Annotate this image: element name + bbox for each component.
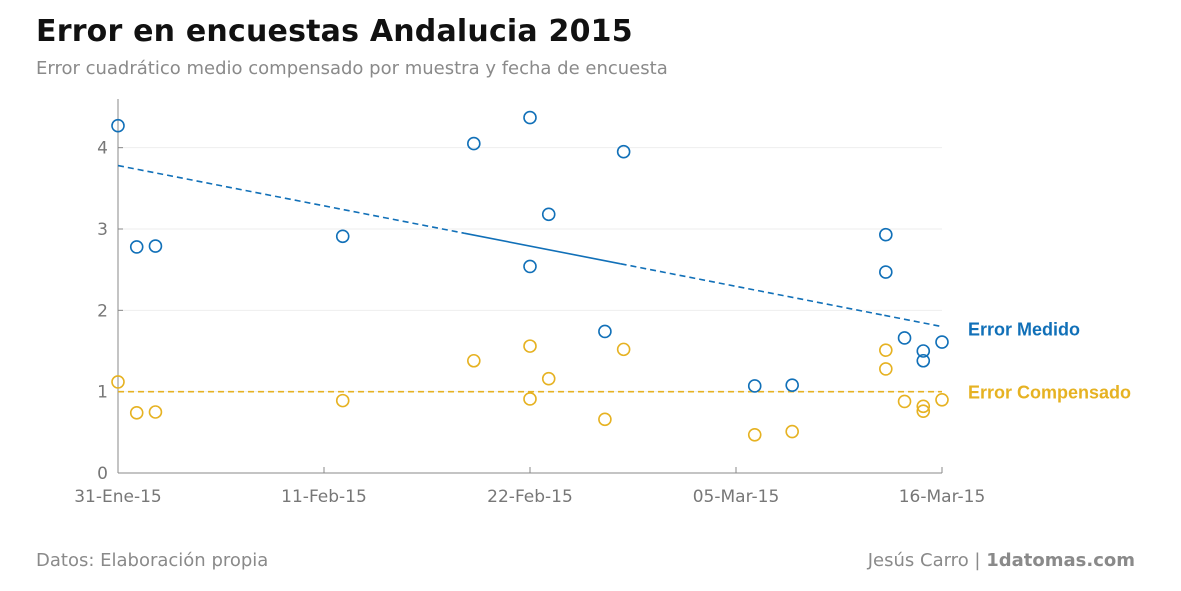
- point-medido-5: [523, 110, 537, 125]
- data-points: [111, 110, 949, 442]
- point-compensado-9: [616, 342, 631, 357]
- point-medido-12: [879, 227, 893, 242]
- series-label-medido: Error Medido: [968, 320, 1080, 340]
- y-tick-label-0: 0: [97, 464, 108, 484]
- x-tick-label-1: 11-Feb-15: [281, 487, 367, 507]
- point-medido-1: [129, 240, 144, 254]
- x-tick-label-2: 22-Feb-15: [487, 487, 573, 507]
- point-compensado-12: [879, 343, 893, 357]
- x-tick-label-0: 31-Ene-15: [74, 487, 162, 507]
- series-labels: Error Medido Error Compensado: [968, 320, 1131, 403]
- point-compensado-14: [897, 394, 912, 409]
- credit: Jesús Carro | 1datomas.com: [868, 550, 1135, 571]
- point-compensado-16: [916, 404, 931, 418]
- point-medido-15: [916, 344, 931, 358]
- point-compensado-11: [785, 424, 799, 439]
- point-compensado-10: [747, 427, 762, 442]
- point-compensado-2: [148, 405, 163, 419]
- trend-medido-left: [117, 164, 465, 234]
- y-tick-label-3: 3: [97, 220, 108, 240]
- point-medido-7: [541, 207, 556, 222]
- point-medido-17: [935, 335, 949, 349]
- point-compensado-8: [598, 412, 612, 427]
- trend-medido-right: [620, 263, 885, 317]
- point-medido-16: [916, 353, 931, 368]
- point-compensado-5: [523, 339, 537, 353]
- trend-medido-center: [463, 232, 621, 265]
- axes: 0 1 2 3 4 31-Ene-15 11-Feb-15 22-Feb-15 05-Mar-1…: [74, 99, 985, 507]
- x-tick-label-3: 05-Mar-15: [693, 487, 780, 507]
- y-tick-label-2: 2: [97, 301, 108, 321]
- point-medido-11: [785, 378, 799, 392]
- point-compensado-15: [916, 399, 931, 414]
- point-compensado-0: [111, 375, 125, 389]
- point-compensado-6: [523, 392, 537, 406]
- point-compensado-17: [935, 392, 949, 407]
- point-medido-2: [148, 239, 163, 253]
- point-compensado-13: [879, 362, 893, 376]
- point-medido-14: [897, 331, 912, 345]
- point-compensado-1: [129, 406, 144, 420]
- y-tick-label-4: 4: [97, 139, 108, 159]
- point-compensado-7: [541, 371, 556, 386]
- series-label-compensado: Error Compensado: [968, 383, 1131, 403]
- point-medido-4: [467, 136, 481, 151]
- author-name: Jesús Carro |: [867, 550, 987, 571]
- chart-title: Error en encuestas Andalucia 2015: [36, 14, 633, 49]
- point-medido-0: [111, 118, 125, 133]
- point-medido-6: [523, 259, 537, 274]
- chart-subtitle: Error cuadrático medio compensado por mu…: [36, 58, 668, 79]
- y-tick-label-1: 1: [97, 383, 108, 403]
- trend-lines: [117, 164, 943, 393]
- point-medido-3: [335, 229, 350, 244]
- point-medido-10: [747, 379, 762, 393]
- point-compensado-4: [467, 353, 481, 368]
- data-source: Datos: Elaboración propia: [36, 550, 269, 571]
- point-compensado-3: [335, 393, 350, 408]
- point-medido-8: [598, 324, 612, 339]
- point-medido-9: [616, 144, 631, 159]
- point-medido-13: [879, 265, 893, 279]
- x-tick-label-4: 16-Mar-15: [899, 487, 986, 507]
- site-link[interactable]: 1datomas.com: [986, 550, 1135, 571]
- trend-medido-end: [884, 314, 943, 328]
- grid: [118, 147, 942, 393]
